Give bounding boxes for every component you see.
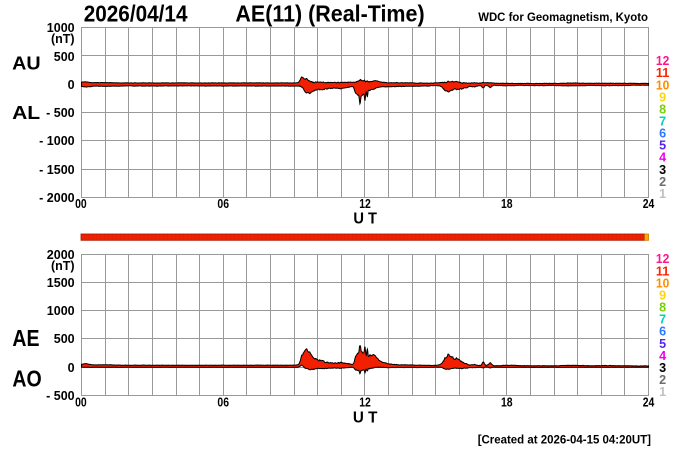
svg-text:4: 4 — [659, 150, 667, 165]
svg-text:06: 06 — [217, 197, 229, 211]
svg-text:9: 9 — [659, 287, 666, 302]
svg-text:11: 11 — [656, 263, 669, 278]
svg-text:2: 2 — [659, 372, 666, 387]
svg-text:9: 9 — [659, 89, 666, 104]
svg-text:AL: AL — [12, 102, 40, 123]
svg-text:3: 3 — [659, 360, 666, 375]
svg-text:2026/04/14: 2026/04/14 — [84, 0, 188, 26]
svg-text:10: 10 — [656, 77, 669, 92]
svg-text:4: 4 — [659, 348, 667, 363]
svg-text:12: 12 — [656, 53, 669, 68]
svg-text:18: 18 — [501, 197, 513, 211]
svg-text:12: 12 — [359, 396, 371, 410]
svg-text:[Created at 2026-04-15 04:20UT: [Created at 2026-04-15 04:20UT] — [478, 432, 651, 446]
svg-text:3: 3 — [659, 162, 666, 177]
svg-text:7: 7 — [659, 312, 666, 327]
svg-text:11: 11 — [656, 65, 669, 80]
svg-text:5: 5 — [659, 336, 666, 351]
svg-text:8: 8 — [659, 101, 666, 116]
svg-text:12: 12 — [656, 251, 669, 266]
svg-text:1: 1 — [659, 384, 666, 399]
svg-text:8: 8 — [659, 300, 666, 315]
svg-text:WDC for Geomagnetism, Kyoto: WDC for Geomagnetism, Kyoto — [478, 11, 648, 24]
svg-text:1: 1 — [659, 186, 666, 201]
svg-text:12: 12 — [359, 197, 371, 211]
svg-text:AO: AO — [12, 365, 41, 391]
svg-text:18: 18 — [501, 396, 513, 410]
svg-text:6: 6 — [659, 126, 666, 141]
svg-text:AE(11) (Real-Time): AE(11) (Real-Time) — [235, 0, 424, 26]
svg-text:10: 10 — [656, 275, 669, 290]
svg-text:AU: AU — [12, 52, 40, 73]
svg-text:U T: U T — [353, 409, 378, 427]
svg-text:7: 7 — [659, 114, 666, 129]
svg-text:06: 06 — [217, 396, 229, 410]
svg-text:00: 00 — [75, 396, 87, 410]
svg-text:24: 24 — [643, 197, 655, 211]
svg-text:5: 5 — [659, 138, 666, 153]
svg-text:00: 00 — [75, 197, 87, 211]
svg-text:U T: U T — [353, 210, 377, 228]
svg-text:6: 6 — [659, 324, 666, 339]
svg-text:2: 2 — [659, 174, 666, 189]
svg-text:AE: AE — [12, 325, 39, 351]
svg-text:24: 24 — [643, 396, 655, 410]
